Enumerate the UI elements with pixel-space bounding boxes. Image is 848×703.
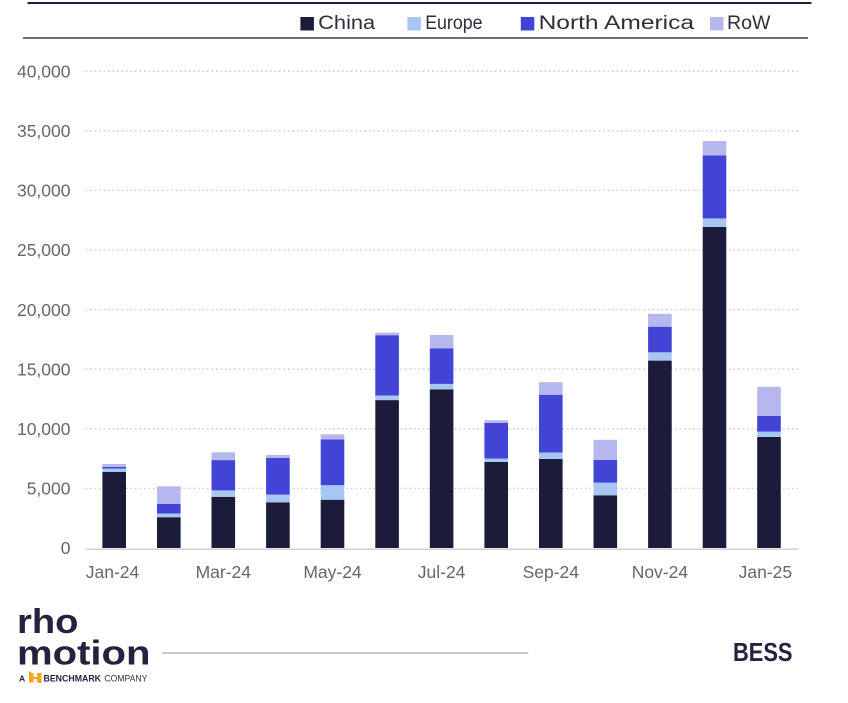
svg-text:rho: rho	[17, 603, 79, 641]
svg-text:A: A	[19, 674, 25, 684]
svg-text:North America: North America	[539, 13, 695, 34]
svg-text:5,000: 5,000	[27, 479, 71, 499]
svg-text:RoW: RoW	[727, 13, 770, 34]
svg-text:BESS: BESS	[733, 639, 793, 667]
svg-text:Jan-24: Jan-24	[86, 562, 140, 582]
svg-text:20,000: 20,000	[17, 300, 71, 320]
svg-text:Jan-25: Jan-25	[739, 562, 793, 582]
svg-text:Jul-24: Jul-24	[418, 562, 466, 582]
svg-text:Mar-24: Mar-24	[196, 562, 252, 582]
svg-text:Europe: Europe	[425, 13, 482, 34]
svg-text:Sep-24: Sep-24	[523, 562, 580, 582]
svg-text:Nov-24: Nov-24	[632, 562, 689, 582]
svg-text:COMPANY: COMPANY	[104, 674, 148, 685]
svg-text:15,000: 15,000	[17, 359, 71, 379]
svg-text:10,000: 10,000	[17, 419, 71, 439]
svg-text:30,000: 30,000	[17, 181, 71, 201]
svg-text:May-24: May-24	[303, 562, 362, 582]
svg-text:35,000: 35,000	[17, 121, 71, 141]
svg-text:0: 0	[61, 538, 71, 558]
svg-text:motion: motion	[17, 635, 151, 673]
svg-text:40,000: 40,000	[17, 61, 71, 81]
svg-text:25,000: 25,000	[17, 240, 71, 260]
svg-text:BENCHMARK: BENCHMARK	[44, 674, 102, 685]
svg-text:China: China	[318, 13, 375, 34]
